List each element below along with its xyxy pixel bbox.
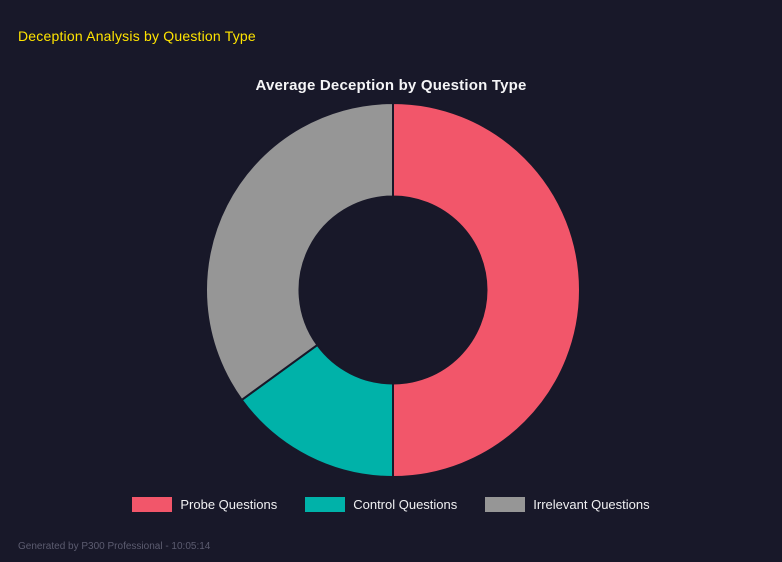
donut-segment-0[interactable] — [392, 101, 581, 479]
legend-label-probe: Probe Questions — [180, 497, 278, 512]
donut-segment-2[interactable] — [205, 101, 394, 402]
chart-legend: Probe Questions Control Questions Irrele… — [0, 497, 782, 512]
legend-swatch-probe — [132, 497, 173, 512]
footer-note: Generated by P300 Professional - 10:05:1… — [18, 541, 211, 552]
legend-item-irrelevant-questions[interactable]: Irrelevant Questions — [485, 497, 650, 512]
legend-label-control: Control Questions — [353, 497, 458, 512]
legend-swatch-control — [305, 497, 346, 512]
donut-segment-1[interactable] — [240, 343, 394, 479]
legend-label-irrelevant: Irrelevant Questions — [533, 497, 650, 512]
chart-title: Average Deception by Question Type — [255, 77, 527, 94]
legend-item-probe-questions[interactable]: Probe Questions — [132, 497, 277, 512]
legend-item-control-questions[interactable]: Control Questions — [305, 497, 457, 512]
legend-swatch-irrelevant — [485, 497, 526, 512]
page-title: Deception Analysis by Question Type — [18, 28, 256, 44]
